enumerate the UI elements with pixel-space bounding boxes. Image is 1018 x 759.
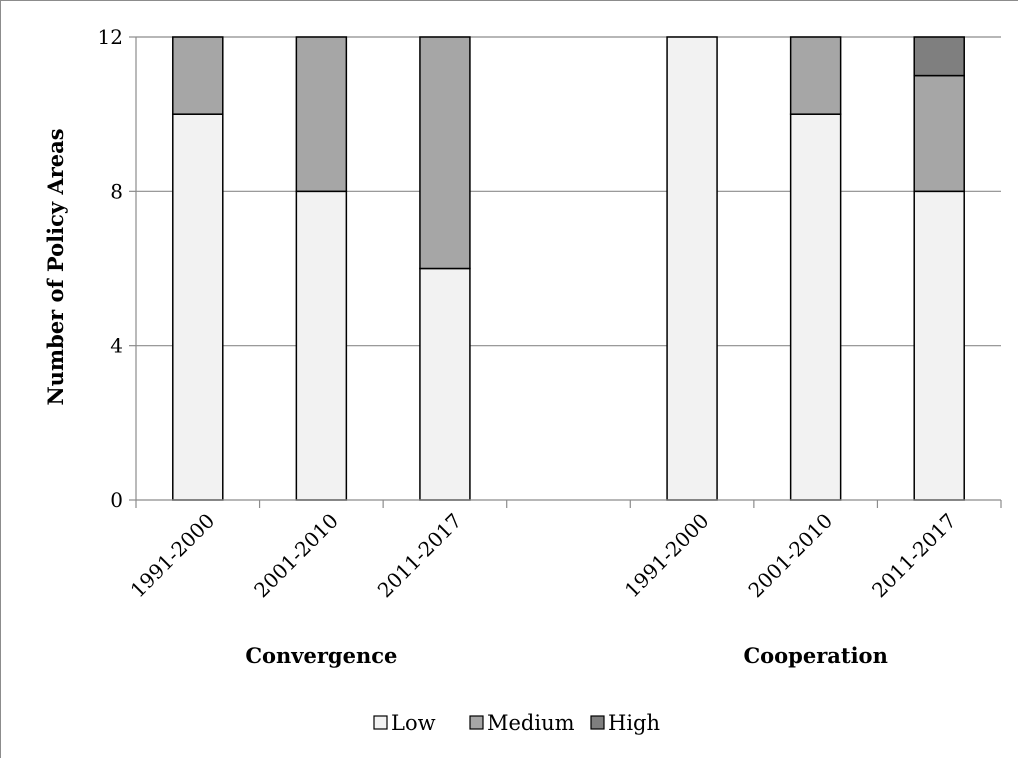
group-label-convergence: Convergence <box>245 643 397 668</box>
bar-low-2 <box>295 190 348 501</box>
bar-low-3 <box>419 267 471 501</box>
bar-series <box>172 36 965 501</box>
group-label-cooperation: Cooperation <box>743 643 887 668</box>
grid-lines <box>136 36 1001 347</box>
bar-low-5 <box>789 113 842 501</box>
y-tick-label: 4 <box>110 334 123 358</box>
bar-medium-5 <box>789 36 842 115</box>
legend-swatch-medium <box>469 715 484 730</box>
legend-label-low: Low <box>391 711 436 735</box>
legend-label-high: High <box>608 711 660 735</box>
y-tick-label: 8 <box>110 179 123 203</box>
x-tick-label: 2001-2010 <box>743 509 837 603</box>
x-tick-label: 1991-2000 <box>126 509 220 603</box>
x-tick-label: 2011-2017 <box>867 509 961 603</box>
bar-medium-2 <box>295 36 348 193</box>
y-tick-label: 0 <box>110 488 123 512</box>
bar-medium-6 <box>913 74 965 193</box>
x-tick-label: 2011-2017 <box>373 509 467 603</box>
bar-medium-3 <box>419 36 471 270</box>
x-tick-label: 2001-2010 <box>249 509 343 603</box>
legend: Low Medium High <box>373 711 660 735</box>
bar-high-6 <box>913 36 965 77</box>
axes <box>129 36 1002 508</box>
legend-swatch-low <box>373 715 388 730</box>
bar-low-1 <box>172 113 224 501</box>
legend-swatch-high <box>590 715 605 730</box>
bar-low-6 <box>913 190 965 501</box>
bar-medium-1 <box>172 36 224 115</box>
legend-label-medium: Medium <box>487 711 575 735</box>
x-tick-label: 1991-2000 <box>620 509 714 603</box>
y-tick-label: 12 <box>98 25 123 49</box>
bar-low-4 <box>666 36 718 501</box>
y-axis-title: Number of Policy Areas <box>43 128 68 405</box>
